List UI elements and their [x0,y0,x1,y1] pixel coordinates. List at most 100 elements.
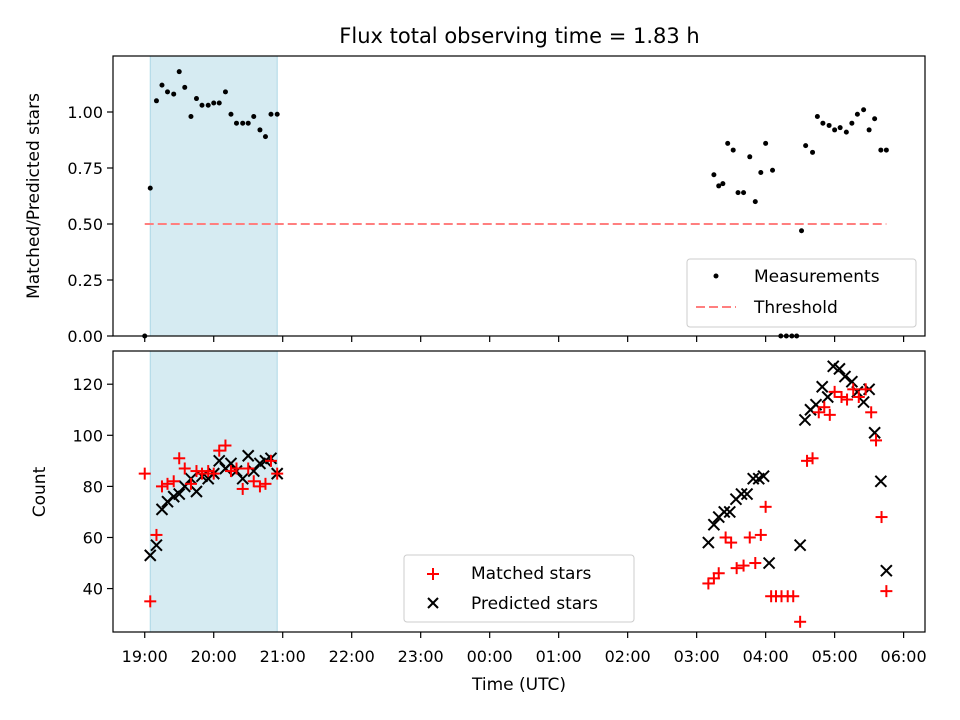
predicted-star-point [735,487,748,501]
measurement-point [849,120,855,126]
y-tick-label: 100 [72,426,103,445]
x-tick-label: 06:00 [881,647,927,666]
count-points [138,360,893,628]
matched-star-point [725,536,738,549]
matched-star-point [730,562,743,575]
measurement-point [165,89,171,95]
x-tick-label: 20:00 [191,647,237,666]
predicted-star-point [815,380,829,393]
y-tick-label: 1.00 [67,103,103,122]
matched-star-point [801,454,814,467]
x-tick-label: 19:00 [122,647,168,666]
measurement-point [176,69,182,75]
matched-star-point [737,559,750,572]
top-x-ticks [144,336,905,342]
bottom-legend-box [403,554,635,623]
matched-star-point [719,531,732,544]
predicted-star-point [236,472,249,485]
chart-title: Flux total observing time = 1.83 h [339,24,699,48]
bottom-x-ticks: 19:00 20:00 21:00 22:00 23:00 00:00 01:00 02:00… [122,632,927,666]
measurement-point [153,98,159,104]
measurement-point [711,172,717,178]
top-panel: Flux total observing time = 1.83 h 0.000… [24,24,926,346]
matched-star-point [818,401,831,414]
top-legend: Measurements Threshold [686,258,917,328]
matched-star-point [794,615,807,628]
matched-star-point [823,408,836,421]
y-tick-label: 60 [83,528,103,547]
matched-star-point [702,577,715,590]
matched-star-point [207,467,220,480]
matched-star-point [859,383,872,396]
measurement-point [752,199,758,205]
matched-star-point [712,567,725,580]
matched-star-point [144,595,157,608]
measurement-point [826,122,832,128]
legend-measurements-label: Measurements [754,267,880,287]
matched-star-point [787,590,800,603]
measurement-point [866,127,872,133]
matched-star-point [259,477,272,490]
measurement-point [233,120,239,126]
y-tick-label: 40 [83,580,103,599]
matched-star-point [880,585,893,598]
matched-star-point [155,480,168,493]
x-tick-label: 00:00 [467,647,513,666]
legend-matched-label: Matched stars [471,564,591,584]
shaded-region-top [149,55,278,337]
x-tick-label: 04:00 [743,647,789,666]
predicted-star-point [857,395,870,409]
measurement-point [211,100,217,106]
predicted-star-point [793,538,807,552]
measurement-point [725,140,731,146]
measurement-point [205,102,211,108]
measurement-point [730,147,736,153]
matched-star-point [236,482,249,495]
measurement-point [814,113,820,119]
measurement-point [147,185,153,191]
matched-star-point [242,462,255,475]
predicted-star-point [155,503,169,516]
predicted-star-point [144,549,157,562]
measurement-point [720,181,726,187]
measurement-point [159,82,165,88]
matched-star-point [178,462,191,475]
predicted-star-point [247,464,260,478]
measurement-point [216,100,222,106]
measurement-points [142,69,889,339]
predicted-star-point [723,505,736,519]
predicted-star-point [762,556,776,570]
matched-star-point [173,452,186,465]
bottom-axes-frame [112,350,926,633]
measurement-point [222,89,228,95]
matched-star-point [202,465,215,478]
measurement-point [770,167,776,173]
measurement-point [251,113,257,119]
y-tick-label: 80 [83,477,103,496]
matched-star-point [161,477,174,490]
measurement-point [843,129,849,135]
measurement-point [188,113,194,119]
y-tick-label: 0.25 [67,271,103,290]
x-tick-label: 02:00 [605,647,651,666]
predicted-star-point [747,472,760,485]
measurement-point [747,154,753,160]
predicted-star-point [798,413,812,427]
legend-matched-marker [427,568,439,580]
measurement-point [803,143,809,149]
predicted-star-point [833,362,846,376]
matched-star-point [806,452,819,465]
measurement-point [228,111,234,117]
measurement-point [274,111,280,117]
x-tick-label: 03:00 [674,647,720,666]
x-tick-label: 22:00 [329,647,375,666]
matched-star-point [847,383,860,396]
legend-measurements-marker [713,273,719,279]
measurement-point [268,111,274,117]
y-tick-label: 0.75 [67,159,103,178]
predicted-star-point [702,536,715,549]
bottom-legend: Matched stars Predicted stars [403,554,635,623]
measurement-point [799,228,805,234]
predicted-star-point [718,505,731,519]
